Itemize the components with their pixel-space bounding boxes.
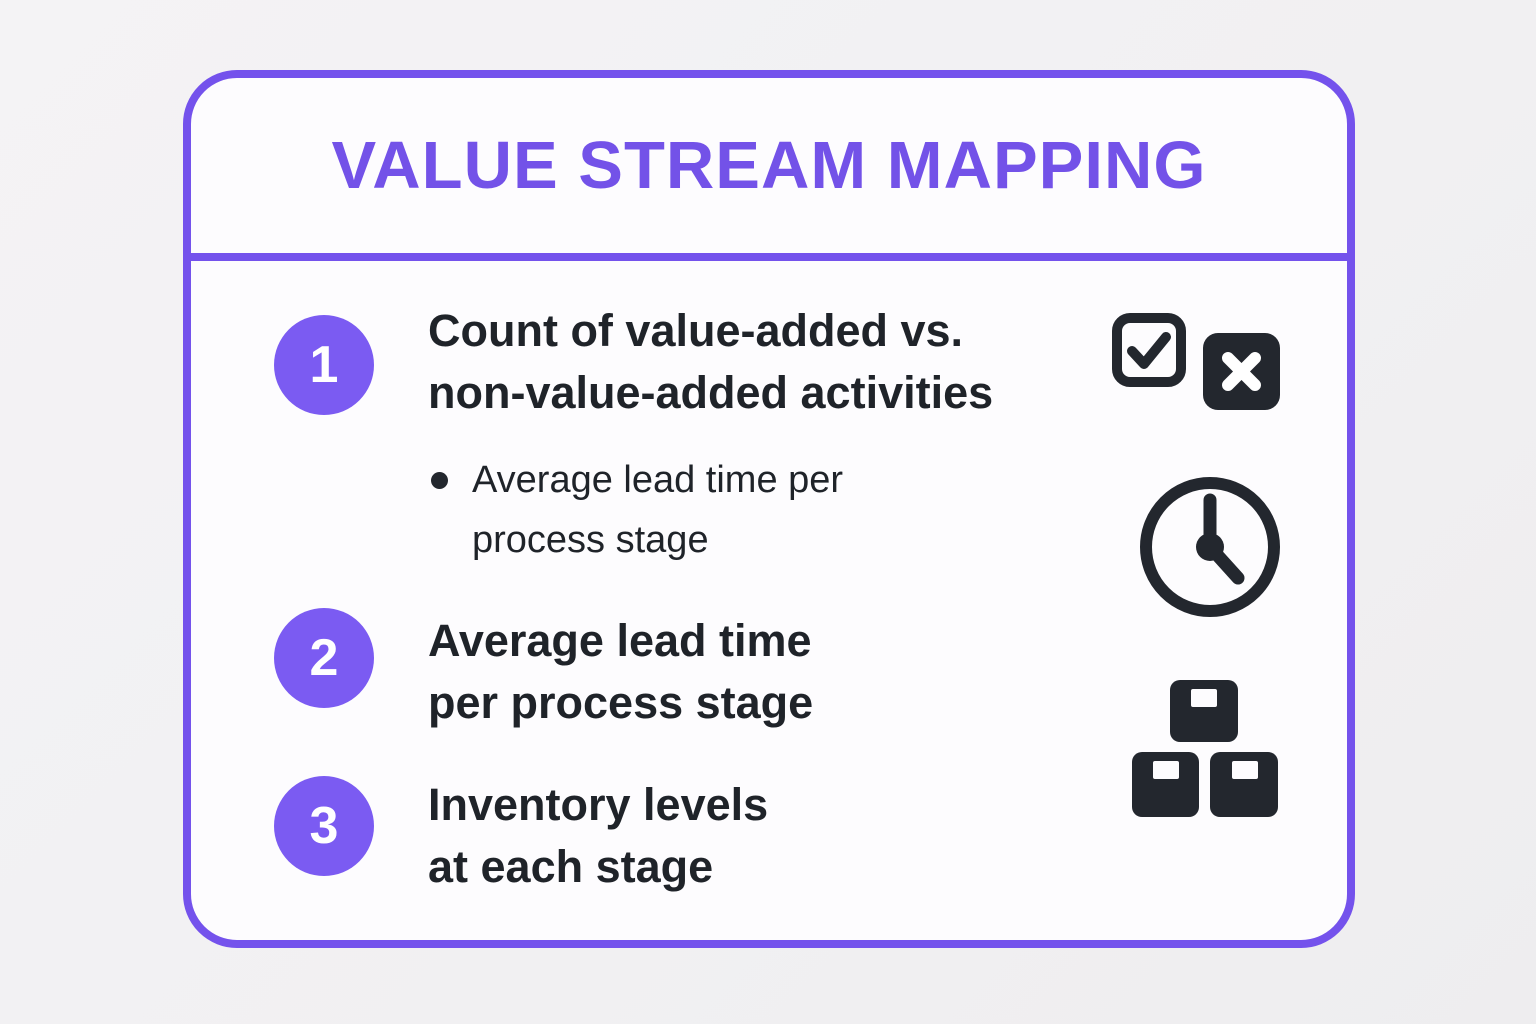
- clock-icon: [1139, 476, 1281, 618]
- item-2-number: 2: [309, 629, 339, 687]
- bullet-dot: [431, 472, 448, 489]
- item-3-heading: Inventory levels at each stage: [428, 774, 768, 898]
- item-1-sub-bullet: Average lead time per process stage: [472, 450, 843, 570]
- item-1-heading-line2: non-value-added activities: [428, 367, 994, 418]
- inventory-boxes-icon: [1129, 678, 1279, 821]
- item-3-heading-line1: Inventory levels: [428, 779, 769, 830]
- item-2-heading: Average lead time per process stage: [428, 610, 813, 734]
- item-3-heading-line2: at each stage: [428, 841, 714, 892]
- item-1-heading: Count of value-added vs. non-value-added…: [428, 300, 993, 424]
- card-header: VALUE STREAM MAPPING: [191, 78, 1347, 261]
- item-1-number-badge: 1: [274, 315, 374, 415]
- item-2-heading-line1: Average lead time: [428, 615, 812, 666]
- item-1-sub-bullet-line1: Average lead time per: [472, 459, 844, 501]
- item-2-number-badge: 2: [274, 608, 374, 708]
- item-1-heading-line1: Count of value-added vs.: [428, 305, 964, 356]
- item-3-number-badge: 3: [274, 776, 374, 876]
- value-stream-mapping-card: VALUE STREAM MAPPING 1 Count of value-ad…: [183, 70, 1355, 948]
- item-1-number: 1: [309, 336, 339, 394]
- item-1-sub-bullet-line2: process stage: [472, 519, 709, 561]
- item-2-heading-line2: per process stage: [428, 677, 814, 728]
- cross-box-icon: [1203, 333, 1280, 410]
- checkbox-checked-icon: [1111, 312, 1187, 388]
- page-title: VALUE STREAM MAPPING: [331, 128, 1207, 203]
- item-3-number: 3: [309, 797, 339, 855]
